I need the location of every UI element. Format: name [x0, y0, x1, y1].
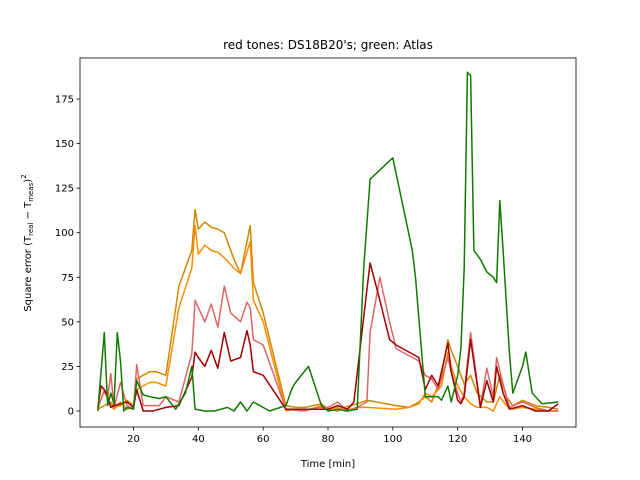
y-tick-label: 75: [61, 273, 74, 284]
series-line-3: [97, 276, 559, 412]
x-axis-label: Time [min]: [300, 459, 355, 470]
x-tick-label: 60: [257, 434, 270, 445]
y-tick-label: 125: [55, 184, 74, 195]
y-tick-label: 175: [55, 95, 74, 106]
y-tick-label: 0: [68, 406, 74, 417]
plot-lines: [97, 71, 559, 412]
y-axis-label: Square error (Treal − Tmeas)2: [20, 174, 35, 311]
x-tick-label: 80: [322, 434, 335, 445]
x-tick-label: 100: [383, 434, 402, 445]
y-axis: 0 25 50 75 100 125 150 175: [55, 95, 80, 417]
x-axis: 20 40 60 80 100 120 140: [127, 427, 532, 445]
x-tick-label: 40: [192, 434, 205, 445]
x-tick-label: 20: [127, 434, 140, 445]
x-tick-label: 140: [513, 434, 532, 445]
series-line-2: [97, 224, 559, 412]
series-line-4: [97, 262, 559, 412]
series-line-5: [97, 71, 559, 412]
x-tick-label: 120: [448, 434, 467, 445]
y-tick-label: 150: [55, 139, 74, 150]
y-tick-label: 100: [55, 228, 74, 239]
y-tick-label: 50: [61, 317, 74, 328]
y-tick-label: 25: [61, 362, 74, 373]
chart-title: red tones: DS18B20's; green: Atlas: [223, 38, 433, 52]
